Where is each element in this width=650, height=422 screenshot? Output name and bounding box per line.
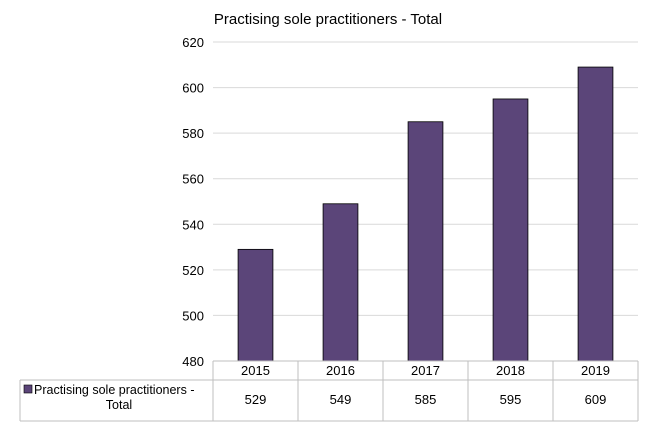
bar-2017 [407,121,444,362]
table-value: 595 [500,392,522,407]
x-category-label: 2018 [496,363,525,378]
table-value: 529 [245,392,267,407]
legend-swatch [23,384,33,394]
y-tick-label: 500 [182,308,204,323]
x-category-label: 2016 [326,363,355,378]
bar-2015 [237,248,274,362]
table-value: 609 [585,392,607,407]
x-category-label: 2015 [241,363,270,378]
table-value: 549 [330,392,352,407]
legend-series-label: Total [106,398,132,412]
y-tick-label: 480 [182,354,204,369]
x-category-label: 2019 [581,363,610,378]
bars [237,66,614,362]
y-tick-label: 520 [182,263,204,278]
bar-2016 [322,203,359,362]
bar-2019 [577,66,614,362]
legend-series-label: Practising sole practitioners - [34,383,194,397]
y-axis-tick-labels: 480 500 520 540 560 580 600 620 [182,35,204,369]
table-value: 585 [415,392,437,407]
chart-title: Practising sole practitioners - Total [214,11,442,28]
y-tick-label: 600 [182,81,204,96]
data-table: 2015 529 2016 549 2017 585 2018 595 2019 609 Pract… [19,360,639,422]
bar-2018 [492,98,529,362]
y-tick-label: 580 [182,126,204,141]
y-tick-label: 540 [182,217,204,232]
y-tick-label: 620 [182,35,204,50]
x-category-label: 2017 [411,363,440,378]
y-tick-label: 560 [182,172,204,187]
